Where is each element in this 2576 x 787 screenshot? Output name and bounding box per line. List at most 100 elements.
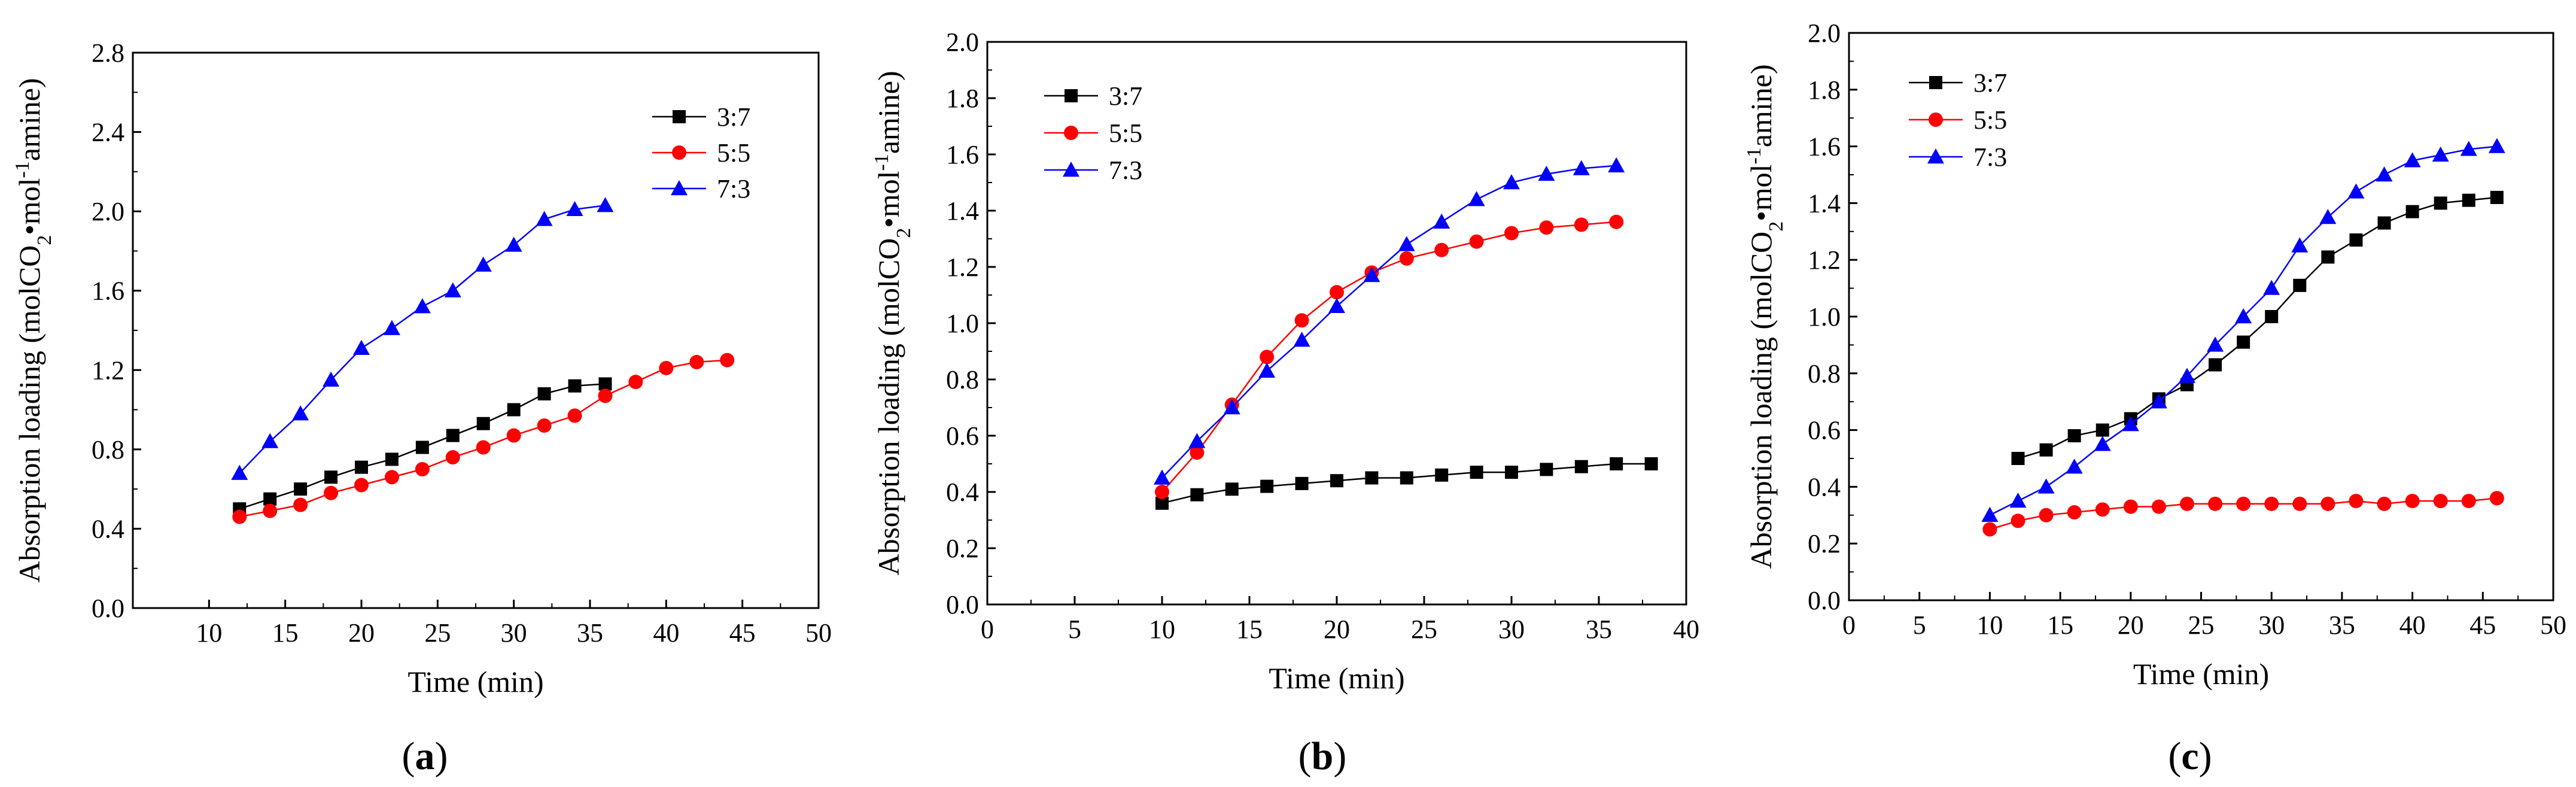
data-point (1608, 157, 1625, 172)
data-point (1260, 479, 1274, 493)
y-tick-label: 0.4 (946, 478, 979, 507)
data-point (354, 478, 369, 493)
x-tick-label: 25 (424, 618, 451, 648)
data-point (1505, 466, 1518, 479)
data-point (2067, 505, 2082, 520)
data-point (537, 387, 551, 401)
data-point (2405, 494, 2420, 509)
data-point (324, 470, 338, 484)
data-point (506, 428, 521, 443)
legend-marker (1065, 89, 1078, 102)
data-point (1504, 226, 1519, 241)
data-point (2011, 452, 2025, 465)
x-axis-title: Time (min) (407, 665, 543, 698)
data-point (566, 200, 583, 217)
data-point (1188, 433, 1206, 448)
data-point (598, 377, 612, 391)
y-tick-label: 0.2 (946, 534, 979, 563)
data-point (537, 418, 552, 433)
data-point (2096, 423, 2109, 437)
legend-marker (1064, 126, 1078, 140)
data-point (476, 440, 491, 455)
series-5-5 (232, 353, 735, 524)
y-tick-label: 0.2 (1808, 529, 1841, 558)
y-tick-label: 0.4 (92, 514, 124, 543)
panel-label: (a) (402, 734, 448, 778)
data-point (689, 355, 704, 370)
data-point (2488, 138, 2505, 153)
data-point (232, 509, 247, 524)
legend-marker (1929, 76, 1942, 89)
y-tick-label: 0.0 (92, 594, 124, 623)
data-point (292, 405, 309, 421)
data-point (2489, 491, 2504, 506)
data-point (1574, 217, 1589, 232)
x-axis-title: Time (min) (2133, 657, 2269, 691)
data-point (2009, 493, 2027, 508)
series-7-3 (231, 197, 614, 480)
legend-marker (671, 180, 688, 196)
x-tick-label: 30 (1498, 615, 1525, 644)
data-point (2066, 458, 2083, 474)
data-point (1434, 242, 1449, 257)
legend: 3:7 5:5 7:3 (1044, 81, 1142, 185)
data-point (2037, 478, 2055, 494)
x-tick-label: 0 (981, 615, 994, 644)
y-tick-label: 1.6 (946, 140, 979, 169)
legend: 3:7 5:5 7:3 (1909, 68, 2007, 172)
legend-label: 3:7 (717, 102, 750, 132)
data-point (2095, 502, 2110, 517)
data-point (598, 388, 613, 403)
data-point (1435, 468, 1449, 482)
data-point (2150, 393, 2167, 409)
data-point (444, 282, 461, 297)
y-axis-title: Absorption loading (molCO2•mol-1amine) (1743, 64, 1787, 569)
data-point (2209, 358, 2222, 372)
y-tick-label: 0.4 (1808, 472, 1841, 502)
data-point (2265, 310, 2279, 323)
x-tick-label: 5 (1913, 610, 1926, 640)
x-tick-label: 40 (1673, 615, 1699, 644)
y-tick-label: 1.4 (1808, 189, 1841, 218)
legend-marker (1063, 162, 1079, 177)
data-point (2404, 152, 2421, 168)
x-tick-label: 35 (577, 618, 603, 648)
data-point (1260, 350, 1275, 364)
data-point (1540, 463, 1553, 476)
data-point (383, 320, 400, 335)
data-point (2462, 193, 2475, 207)
x-tick-label: 40 (653, 618, 679, 648)
series-line (239, 359, 728, 518)
data-point (2123, 499, 2138, 514)
data-point (659, 360, 674, 375)
data-point (1328, 297, 1345, 313)
data-point (293, 497, 308, 512)
data-point (446, 429, 460, 442)
chart-panel-b: 0 5 10 15 20 25 30 35 40 0.0 0.2 0.4 0.6 0.8 1.0 1.2 1.4… (871, 28, 1700, 778)
legend-marker (672, 145, 686, 160)
data-point (536, 211, 553, 226)
chart-panel-c: 0 5 10 15 20 25 30 35 40 45 50 0.0 0.2 0.4 0.6 0.8 1.0 1.… (1743, 19, 2567, 778)
data-point (2349, 233, 2363, 247)
x-tick-label: 0 (1842, 610, 1856, 640)
x-tick-label: 50 (2540, 610, 2566, 640)
x-tick-label: 45 (2469, 610, 2496, 640)
panel-label: (c) (2168, 734, 2212, 778)
panel-label: (b) (1298, 734, 1347, 778)
data-point (231, 464, 248, 480)
x-tick-label: 45 (729, 618, 756, 648)
plot-frame (1848, 32, 2554, 601)
data-point (2011, 513, 2025, 528)
data-point (1574, 460, 1588, 473)
data-point (2236, 496, 2251, 511)
legend-label: 7:3 (1109, 156, 1142, 185)
y-tick-label: 0.6 (946, 421, 979, 451)
x-tick-label: 15 (1236, 615, 1263, 644)
data-point (1470, 466, 1483, 479)
x-tick-label: 25 (2188, 610, 2215, 640)
legend-label: 3:7 (1109, 81, 1142, 111)
data-point (1538, 165, 1555, 181)
data-point (2293, 278, 2307, 292)
data-point (1609, 214, 1624, 229)
x-axis-title: Time (min) (1269, 661, 1404, 695)
